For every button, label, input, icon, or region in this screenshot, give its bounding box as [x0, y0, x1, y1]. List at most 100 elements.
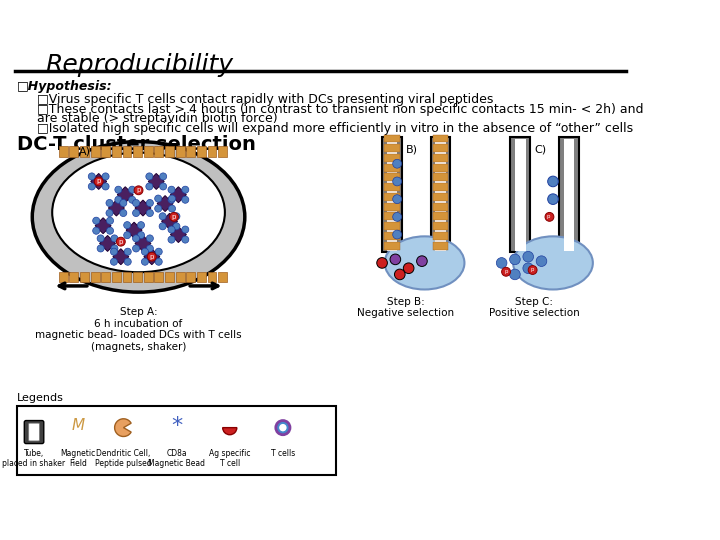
Circle shape [141, 248, 148, 255]
Polygon shape [148, 173, 164, 190]
Bar [59, 146, 68, 157]
Polygon shape [95, 218, 111, 234]
Circle shape [107, 217, 114, 224]
Bar [433, 173, 449, 181]
Polygon shape [171, 187, 186, 202]
Circle shape [181, 186, 189, 193]
Ellipse shape [52, 153, 225, 272]
Circle shape [120, 210, 127, 217]
Circle shape [160, 183, 167, 190]
Circle shape [124, 248, 131, 255]
Circle shape [528, 266, 537, 274]
Circle shape [181, 226, 189, 233]
Text: Reproducibility: Reproducibility [45, 53, 233, 77]
Polygon shape [126, 222, 142, 238]
Text: p: p [172, 214, 176, 220]
Bar [69, 272, 78, 282]
Text: CD8a
Magnetic Bead: CD8a Magnetic Bead [148, 449, 205, 468]
Polygon shape [117, 187, 133, 202]
Circle shape [138, 221, 145, 228]
Circle shape [168, 186, 175, 193]
Bar [80, 146, 89, 157]
Circle shape [159, 223, 166, 230]
Bar [186, 146, 195, 157]
Text: A): A) [79, 146, 91, 156]
Circle shape [156, 248, 162, 255]
Bar [433, 154, 449, 162]
Circle shape [510, 269, 521, 280]
Circle shape [403, 263, 414, 274]
Text: Ag specific
T cell: Ag specific T cell [209, 449, 251, 468]
Circle shape [146, 235, 153, 242]
Bar [384, 144, 400, 152]
Bar [433, 222, 449, 230]
Bar [384, 164, 400, 172]
Bar [112, 272, 121, 282]
Bar [433, 134, 449, 143]
Bar [384, 134, 400, 143]
Circle shape [536, 256, 546, 266]
Bar [17, 407, 336, 475]
Circle shape [132, 199, 140, 206]
Text: □Hypothesis:: □Hypothesis: [17, 80, 113, 93]
Circle shape [392, 177, 402, 186]
Circle shape [106, 199, 113, 206]
Circle shape [510, 254, 521, 265]
Bar [165, 146, 174, 157]
Bar [564, 139, 575, 251]
Bar [69, 146, 78, 157]
Bar [433, 193, 449, 201]
Bar [431, 137, 450, 252]
Circle shape [106, 210, 113, 217]
Circle shape [377, 258, 387, 268]
Circle shape [129, 196, 135, 203]
Circle shape [89, 183, 95, 190]
Bar [384, 183, 400, 191]
Bar [155, 146, 163, 157]
Circle shape [168, 205, 176, 212]
Circle shape [523, 252, 534, 262]
Circle shape [134, 186, 143, 195]
Circle shape [117, 237, 125, 246]
Circle shape [155, 205, 162, 212]
Circle shape [93, 217, 100, 224]
Circle shape [173, 223, 180, 230]
Text: T cells: T cells [271, 449, 295, 458]
Bar [197, 272, 206, 282]
Polygon shape [161, 213, 178, 230]
Text: Step A:
6 h incubation of
magnetic bead- loaded DCs with T cells
(magnets, shake: Step A: 6 h incubation of magnetic bead-… [35, 307, 242, 352]
FancyBboxPatch shape [24, 421, 44, 443]
Circle shape [276, 421, 290, 435]
Circle shape [279, 423, 287, 432]
Circle shape [168, 196, 175, 203]
Bar [91, 272, 99, 282]
Circle shape [111, 235, 118, 242]
Circle shape [392, 212, 402, 221]
Bar [165, 272, 174, 282]
Bar [144, 146, 153, 157]
Circle shape [548, 194, 558, 205]
Bar [433, 232, 449, 240]
Bar [433, 183, 449, 191]
Circle shape [132, 210, 140, 217]
Circle shape [138, 232, 145, 239]
Bar [510, 137, 530, 252]
Circle shape [94, 177, 103, 186]
Polygon shape [113, 249, 129, 265]
Text: p: p [504, 269, 508, 274]
Circle shape [168, 236, 175, 243]
Bar [59, 272, 68, 282]
Polygon shape [135, 235, 151, 252]
Bar [133, 146, 142, 157]
Text: M: M [72, 418, 85, 434]
Polygon shape [171, 227, 186, 242]
Bar [515, 139, 526, 251]
Wedge shape [222, 428, 237, 435]
Circle shape [111, 245, 118, 252]
Bar [559, 137, 579, 252]
Text: Magnetic
Field: Magnetic Field [60, 449, 96, 468]
Ellipse shape [384, 237, 464, 289]
Circle shape [141, 258, 148, 265]
Bar [102, 146, 110, 157]
Circle shape [110, 258, 117, 265]
